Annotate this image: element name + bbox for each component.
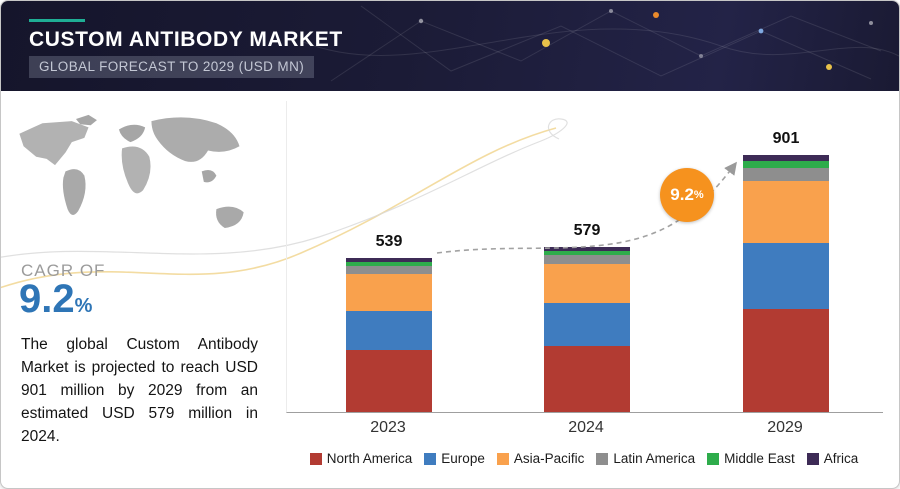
legend-item: Latin America	[596, 451, 695, 466]
legend-label: Europe	[441, 451, 485, 466]
plot-area: 539 579 901	[286, 101, 883, 413]
bar-segment-north-america	[544, 345, 630, 412]
x-axis-label: 2024	[568, 419, 604, 436]
description-text: The global Custom Antibody Market is pro…	[21, 336, 258, 445]
x-axis-label: 2023	[370, 419, 406, 436]
bar-segment-latin-america	[743, 168, 829, 182]
bar-segment-north-america	[743, 309, 829, 412]
bar-segment-asia-pacific	[544, 263, 630, 304]
bar-stack	[346, 258, 432, 412]
bar-stack	[544, 247, 630, 412]
bar-segment-europe	[743, 242, 829, 310]
legend-item: North America	[309, 451, 413, 466]
page-title: CUSTOM ANTIBODY MARKET	[29, 28, 343, 51]
header-banner: CUSTOM ANTIBODY MARKET GLOBAL FORECAST T…	[1, 1, 899, 91]
bar-segment-africa	[346, 258, 432, 262]
growth-badge: 9.2%	[660, 168, 714, 222]
bar-segment-north-america	[346, 350, 432, 412]
legend: North America Europe Asia-Pacific Latin Ame…	[284, 451, 884, 466]
legend-swatch	[309, 452, 322, 465]
legend-label: Latin America	[613, 451, 696, 466]
bar-segment-latin-america	[346, 266, 432, 274]
x-axis-label: 2029	[767, 419, 803, 436]
legend-swatch	[496, 452, 509, 465]
cagr-label: CAGR OF	[21, 261, 106, 280]
legend-item: Middle East	[707, 451, 795, 466]
bar-value-label: 539	[375, 233, 403, 251]
cagr-value: 9.2%	[19, 277, 92, 321]
bar-segment-africa	[743, 155, 829, 161]
bar-group-2029: 901	[743, 130, 829, 412]
world-map-graphic	[11, 105, 273, 263]
bar-stack	[743, 155, 829, 412]
bar-value-label: 901	[772, 130, 800, 148]
legend-label: Middle East	[724, 451, 795, 466]
header-accent-bar	[29, 19, 85, 22]
bar-segment-middle-east	[346, 261, 432, 267]
bar-segment-middle-east	[743, 160, 829, 169]
bar-group-2024: 579	[544, 222, 630, 412]
legend-swatch	[596, 452, 609, 465]
legend-item: Africa	[806, 451, 859, 466]
legend-swatch	[424, 452, 437, 465]
legend-label: Asia-Pacific	[513, 451, 585, 466]
bar-segment-asia-pacific	[346, 273, 432, 311]
page-subtitle: GLOBAL FORECAST TO 2029 (USD MN)	[29, 56, 315, 78]
growth-badge-value: 9.2	[670, 185, 694, 204]
growth-badge-percent-sign: %	[693, 189, 704, 201]
bar-segment-europe	[346, 310, 432, 351]
legend-swatch	[806, 452, 819, 465]
legend-item: Asia-Pacific	[496, 451, 585, 466]
bar-segment-asia-pacific	[743, 181, 829, 243]
cagr-percent-sign: %	[74, 295, 93, 317]
legend-label: Africa	[823, 451, 859, 466]
bar-group-2023: 539	[346, 233, 432, 412]
x-axis-labels: 2023 2024 2029	[286, 419, 882, 441]
legend-label: North America	[326, 451, 413, 466]
bar-segment-latin-america	[544, 255, 630, 264]
bar-value-label: 579	[573, 222, 601, 239]
legend-item: Europe	[424, 451, 485, 466]
bar-segment-europe	[544, 303, 630, 346]
cagr-number: 9.2	[19, 277, 75, 321]
legend-swatch	[707, 452, 720, 465]
